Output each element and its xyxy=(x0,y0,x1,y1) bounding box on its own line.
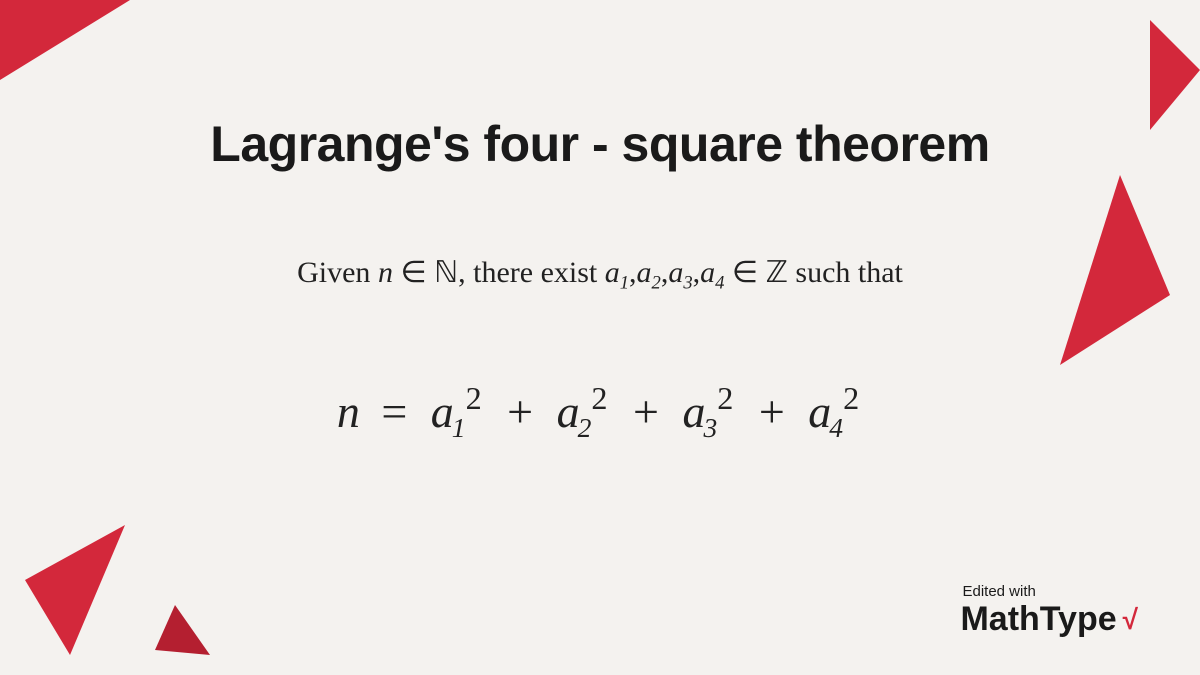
eq-term-2: a22 xyxy=(557,385,610,438)
sqrt-icon: √ xyxy=(1123,604,1138,636)
decor-triangle-1 xyxy=(0,0,130,80)
var-a2: a xyxy=(637,256,652,289)
eq-plus-3: + xyxy=(759,386,785,437)
theorem-equation: n = a12 + a22 + a32 + a42 xyxy=(0,385,1200,438)
text-mid: , there exist xyxy=(458,256,605,289)
comma-3: , xyxy=(693,256,701,289)
var-a1: a xyxy=(605,256,620,289)
comma-1: , xyxy=(629,256,637,289)
text-prefix: Given xyxy=(297,256,378,289)
eq-plus-2: + xyxy=(633,386,659,437)
set-integers: ℤ xyxy=(766,256,788,289)
eq-term-3: a32 xyxy=(682,385,735,438)
var-n: n xyxy=(378,256,393,289)
var-a3: a xyxy=(668,256,683,289)
brand-name: MathType xyxy=(960,600,1116,639)
text-suffix: such that xyxy=(788,256,903,289)
sub-2: 2 xyxy=(652,273,661,294)
eq-plus-1: + xyxy=(507,386,533,437)
theorem-statement: Given n ∈ ℕ, there exist a1,a2,a3,a4 ∈ ℤ… xyxy=(0,255,1200,295)
sub-3: 3 xyxy=(683,273,692,294)
var-a4: a xyxy=(700,256,715,289)
eq-term-4: a42 xyxy=(808,385,861,438)
in-symbol-1: ∈ xyxy=(393,256,434,289)
eq-term-1: a12 xyxy=(431,385,484,438)
eq-equals: = xyxy=(381,386,407,437)
set-naturals: ℕ xyxy=(434,256,458,289)
sub-1: 1 xyxy=(620,273,629,294)
decor-triangle-4 xyxy=(25,525,135,665)
in-symbol-2: ∈ xyxy=(724,256,765,289)
decor-triangle-5 xyxy=(155,605,215,665)
attribution: Edited with MathType √ xyxy=(960,583,1138,639)
page-title: Lagrange's four - square theorem xyxy=(0,115,1200,173)
attribution-brand: MathType √ xyxy=(960,600,1138,639)
eq-lhs: n xyxy=(337,386,360,437)
attribution-label: Edited with xyxy=(962,583,1138,600)
